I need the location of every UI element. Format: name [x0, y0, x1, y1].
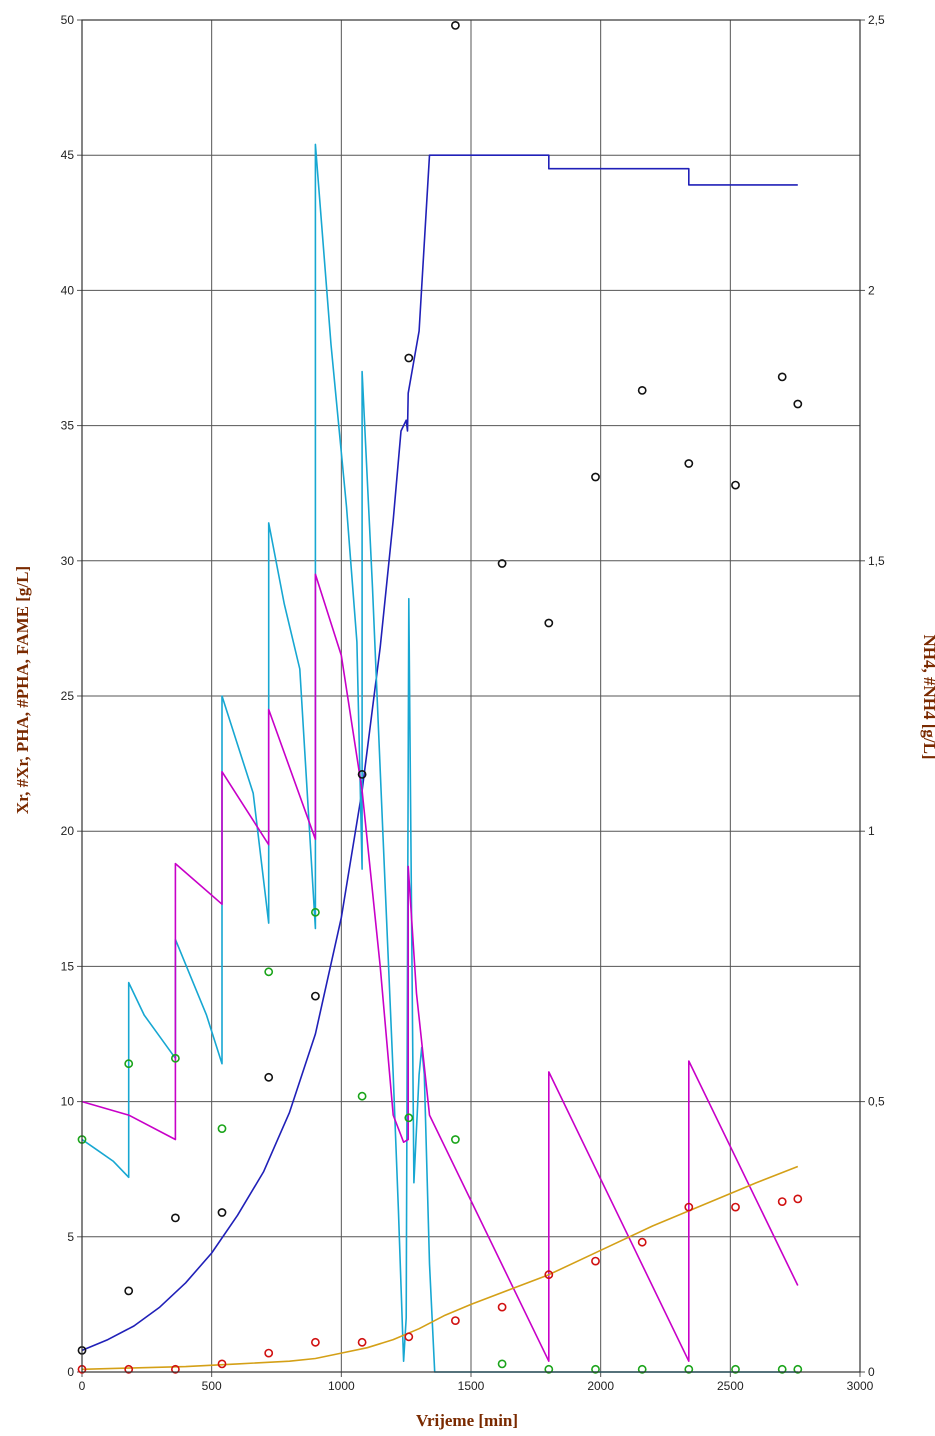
x-axis-label: Vrijeme [min] [416, 1411, 518, 1430]
marker-meas_pha [217, 1359, 227, 1369]
marker-meas_pha [404, 1332, 414, 1342]
x-tick-label: 0 [79, 1379, 86, 1393]
marker-meas_xr [404, 353, 414, 363]
y-left-tick-label: 15 [61, 959, 75, 973]
x-tick-label: 1500 [458, 1379, 485, 1393]
marker-meas_pha [684, 1202, 694, 1212]
marker-meas_xr [450, 20, 460, 30]
marker-meas_nh4 [124, 1059, 134, 1069]
marker-meas_pha [357, 1337, 367, 1347]
tick-labels: 0 500 1000 1500 2000 2500 30000510152025303540… [61, 13, 885, 1393]
y-left-tick-label: 25 [61, 689, 75, 703]
marker-meas_nh4 [310, 907, 320, 917]
marker-meas_nh4 [450, 1135, 460, 1144]
marker-meas_xr [264, 1072, 274, 1082]
marker-meas_xr [793, 399, 803, 409]
marker-meas_xr [170, 1213, 180, 1223]
y-left-tick-label: 20 [61, 824, 75, 838]
marker-meas_xr [217, 1208, 227, 1217]
marker-meas_xr [684, 459, 694, 468]
marker-meas_pha [777, 1197, 787, 1206]
y-left-tick-label: 35 [61, 419, 75, 433]
marker-meas_nh4 [357, 1091, 367, 1101]
marker-meas_nh4 [777, 1364, 787, 1374]
marker-meas_pha [497, 1302, 507, 1312]
marker-meas_xr [357, 770, 367, 779]
y-left-tick-label: 30 [61, 554, 75, 568]
y-left-tick-label: 0 [67, 1365, 74, 1379]
marker-meas_xr [777, 372, 787, 382]
y-left-tick-label: 45 [61, 148, 75, 162]
marker-meas_xr [497, 559, 507, 568]
marker-meas_pha [450, 1316, 460, 1325]
marker-meas_nh4 [591, 1364, 600, 1374]
marker-meas_xr [124, 1286, 134, 1296]
marker-meas_pha [793, 1194, 803, 1204]
marker-meas_xr [591, 472, 600, 482]
marker-meas_xr [637, 385, 647, 395]
marker-meas_nh4 [684, 1364, 694, 1374]
marker-meas_pha [264, 1348, 274, 1358]
marker-meas_nh4 [793, 1364, 803, 1374]
y-right-tick-label: 2 [868, 283, 875, 297]
series-line-xr [81, 154, 798, 1352]
x-tick-label: 1000 [328, 1379, 355, 1393]
series-line-pha [81, 573, 799, 1362]
series-layer [81, 143, 799, 1373]
x-tick-label: 2000 [587, 1379, 614, 1393]
plot-frame [81, 19, 861, 1373]
marker-meas_nh4 [731, 1364, 740, 1374]
marker-meas_pha [170, 1364, 180, 1374]
marker-meas_xr [310, 991, 320, 1001]
marker-meas_pha [637, 1237, 647, 1247]
y-right-tick-label: 0 [868, 1365, 875, 1379]
y-left-tick-label: 5 [67, 1230, 74, 1244]
marker-meas_pha [310, 1337, 320, 1347]
marker-meas_pha [544, 1270, 554, 1280]
y-axis-left-label: Xr, #Xr, PHA, #PHA, FAME [g/L] [13, 566, 32, 814]
plot-border [81, 19, 861, 1373]
marker-meas_nh4 [404, 1113, 414, 1123]
y-right-tick-label: 1,5 [868, 554, 885, 568]
x-tick-label: 2500 [717, 1379, 744, 1393]
marker-meas_pha [731, 1202, 740, 1212]
marker-meas_nh4 [544, 1364, 554, 1374]
y-left-tick-label: 50 [61, 13, 75, 27]
y-right-tick-label: 1 [868, 824, 875, 838]
marker-meas_nh4 [637, 1364, 647, 1374]
y-right-tick-label: 0,5 [868, 1095, 885, 1109]
marker-meas_pha [124, 1364, 134, 1374]
x-tick-label: 3000 [847, 1379, 874, 1393]
marker-meas_nh4 [497, 1359, 507, 1369]
y-left-tick-label: 10 [61, 1095, 75, 1109]
y-left-tick-label: 40 [61, 283, 75, 297]
x-tick-label: 500 [202, 1379, 222, 1393]
marker-meas_pha [591, 1256, 600, 1266]
marker-meas_nh4 [170, 1053, 180, 1063]
marker-meas_nh4 [264, 967, 274, 977]
marker-meas_nh4 [217, 1124, 227, 1133]
marker-meas_xr [731, 480, 740, 490]
y-axis-right-label: NH4, #NH4 [g/L] [920, 634, 935, 759]
marker-meas_xr [544, 618, 554, 628]
y-right-tick-label: 2,5 [868, 13, 885, 27]
